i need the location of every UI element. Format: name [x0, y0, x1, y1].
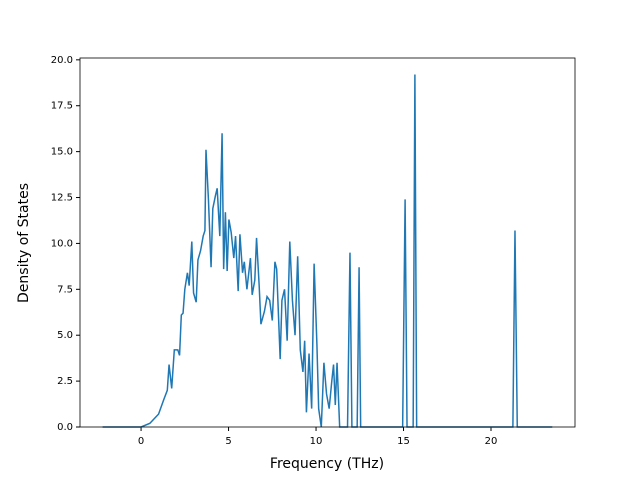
y-tick-label: 12.5: [51, 193, 73, 204]
x-tick-label: 10: [310, 436, 323, 447]
y-axis-label: Density of States: [16, 183, 32, 303]
x-tick-label: 20: [485, 436, 498, 447]
plot-frame: [79, 57, 576, 428]
y-tick-label: 15.0: [51, 147, 73, 158]
x-tick-label: 0: [138, 436, 144, 447]
y-tick-label: 5.0: [57, 330, 73, 341]
y-tick-label: 20.0: [51, 55, 73, 66]
y-tick-label: 17.5: [51, 101, 73, 112]
y-tick-label: 2.5: [57, 376, 73, 387]
x-tick-label: 5: [225, 436, 231, 447]
line: [102, 74, 553, 428]
x-tick-label: 15: [397, 436, 410, 447]
y-tick-label: 0.0: [57, 422, 73, 433]
x-axis-label: Frequency (THz): [270, 456, 384, 472]
y-tick-label: 10.0: [51, 238, 73, 249]
y-tick-label: 7.5: [57, 284, 73, 295]
